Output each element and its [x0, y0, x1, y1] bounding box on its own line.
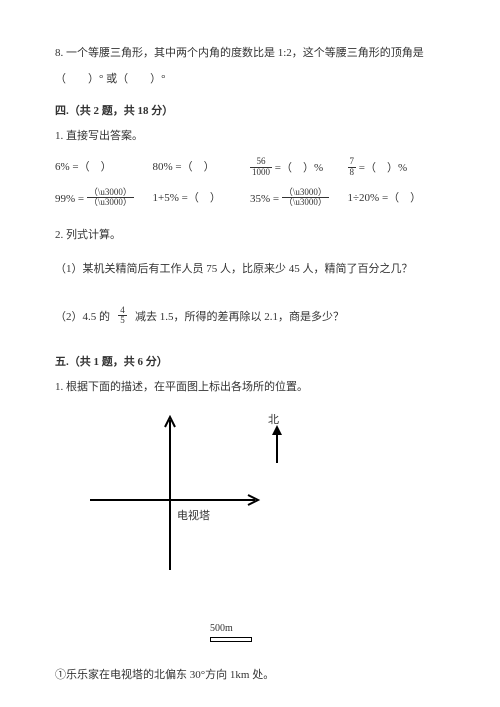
sec4-q2-title: 2. 列式计算。: [55, 227, 445, 245]
north-label: 北: [268, 411, 279, 427]
frac-blank-2: （\u3000）（\u3000）: [282, 188, 329, 209]
sec5-q1-title: 1. 根据下面的描述，在平面图上标出各场所的位置。: [55, 379, 445, 397]
frac-56-1000: 56 1000: [250, 157, 272, 178]
tv-tower-label: 电视塔: [177, 507, 210, 523]
scale-bar: 500m: [210, 623, 445, 645]
scale-bar-icon: [210, 637, 252, 642]
sec5-item1: ①乐乐家在电视塔的北偏东 30°方向 1km 处。: [55, 667, 445, 685]
calc-row-1: 6% =（ ） 80% =（ ） 56 1000 =（ ）% 7 8 =（ ）%: [55, 158, 445, 179]
calc-r2c1: 99% = （\u3000）（\u3000）: [55, 189, 153, 210]
calc-r1c3: 56 1000 =（ ）%: [250, 158, 348, 179]
q8-line2: （ ）° 或（ ）°: [55, 71, 445, 89]
section4-heading: 四.（共 2 题，共 18 分）: [55, 102, 445, 118]
calc-row-2: 99% = （\u3000）（\u3000） 1+5% =（ ） 35% = （…: [55, 189, 445, 210]
calc-r1c1: 6% =（ ）: [55, 158, 153, 179]
calc-r1c4: 7 8 =（ ）%: [348, 158, 446, 179]
q8-line1: 8. 一个等腰三角形，其中两个内角的度数比是 1:2，这个等腰三角形的顶角是: [55, 45, 445, 63]
sec4-q2-1: （1）某机关精简后有工作人员 75 人，比原来少 45 人，精简了百分之几？: [55, 261, 445, 279]
frac-blank-1: （\u3000）（\u3000）: [87, 188, 134, 209]
calc-r2c3: 35% = （\u3000）（\u3000）: [250, 189, 348, 210]
figure-cross: 北 电视塔: [85, 415, 295, 615]
sec4-q2-2: （2）4.5 的 4 5 减去 1.5，所得的差再除以 2.1，商是多少？: [55, 307, 445, 328]
section5-heading: 五.（共 1 题，共 6 分）: [55, 353, 445, 369]
sec4-q1-title: 1. 直接写出答案。: [55, 128, 445, 146]
calc-r2c4: 1÷20% =（ ）: [348, 189, 446, 210]
scale-text: 500m: [210, 623, 233, 634]
frac-4-5: 4 5: [118, 306, 127, 327]
frac-7-8: 7 8: [348, 157, 357, 178]
calc-r2c2: 1+5% =（ ）: [153, 189, 251, 210]
calc-r1c2: 80% =（ ）: [153, 158, 251, 179]
